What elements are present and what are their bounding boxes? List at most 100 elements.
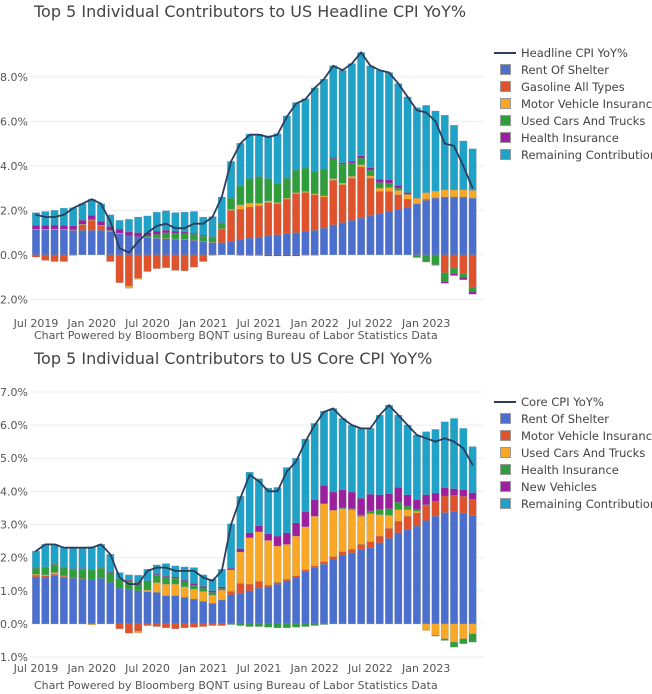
bar-health-insurance xyxy=(236,254,245,256)
color-swatch-icon xyxy=(500,413,511,424)
legend-item-motor-insurance[interactable]: Motor Vehicle Insurance xyxy=(494,427,652,444)
bar-used-cars-and-trucks xyxy=(255,531,263,582)
bar-gasoline-all-types xyxy=(292,193,301,233)
bar-motor-vehicle-insurance xyxy=(459,496,468,514)
bar-gasoline-all-types xyxy=(357,166,366,219)
legend-item-rent[interactable]: Rent Of Shelter xyxy=(494,61,652,78)
cpi-yoy-point xyxy=(53,543,56,546)
bar-remaining-contribution xyxy=(310,87,319,172)
bar-rent-of-shelter xyxy=(41,577,50,625)
headline-legend: Headline CPI YoY% Rent Of Shelter Gasoli… xyxy=(494,44,652,163)
cpi-yoy-point xyxy=(109,220,112,223)
bar-remaining-contribution xyxy=(347,424,356,493)
bar-gasoline-all-types xyxy=(199,254,208,262)
bar-new-vehicles xyxy=(431,492,440,502)
bar-rent-of-shelter xyxy=(468,515,477,625)
bar-rent-of-shelter xyxy=(180,239,189,256)
cpi-yoy-line xyxy=(35,51,474,254)
bar-new-vehicles xyxy=(180,579,189,583)
cpi-yoy-point xyxy=(193,569,195,572)
legend-item-new-vehicles[interactable]: New Vehicles xyxy=(494,478,652,495)
cpi-yoy-point xyxy=(183,569,186,572)
bar-motor-vehicle-insurance xyxy=(199,623,208,627)
cpi-yoy-point xyxy=(369,64,372,67)
color-swatch-icon xyxy=(500,81,511,92)
bar-motor-vehicle-insurance xyxy=(162,623,170,629)
legend-item-gasoline[interactable]: Gasoline All Types xyxy=(494,78,652,95)
x-tick-label: Jan 2022 xyxy=(289,317,338,330)
cpi-yoy-point xyxy=(230,160,232,163)
x-tick-label: Jan 2021 xyxy=(178,662,227,675)
y-tick-label: 0.0% xyxy=(0,618,28,631)
bar-new-vehicles xyxy=(199,586,208,589)
cpi-yoy-point xyxy=(406,424,409,426)
legend-item-used-cars[interactable]: Used Cars And Trucks xyxy=(494,444,652,461)
bar-remaining-contribution xyxy=(385,72,393,180)
bar-health-insurance xyxy=(459,638,468,644)
bar-used-cars-and-trucks xyxy=(347,509,356,550)
cpi-yoy-point xyxy=(44,216,47,218)
cpi-yoy-point xyxy=(443,437,446,440)
bar-rent-of-shelter xyxy=(190,598,198,625)
y-tick-label: 2.0% xyxy=(0,204,28,217)
cpi-yoy-point xyxy=(295,102,298,105)
bar-remaining-contribution xyxy=(32,550,40,568)
cpi-yoy-point xyxy=(127,251,130,254)
cpi-yoy-point xyxy=(211,579,214,582)
bar-motor-vehicle-insurance xyxy=(208,623,217,626)
legend-item-remaining[interactable]: Remaining Contribution xyxy=(494,495,652,512)
bar-motor-vehicle-insurance xyxy=(440,189,449,198)
cpi-yoy-point xyxy=(44,543,47,546)
bar-remaining-contribution xyxy=(87,199,96,216)
bar-new-vehicles xyxy=(292,522,301,537)
cpi-yoy-point xyxy=(388,404,390,407)
y-tick-label: -2.0% xyxy=(0,293,28,306)
bar-gasoline-all-types xyxy=(134,254,143,279)
bar-rent-of-shelter xyxy=(394,532,403,625)
bar-health-insurance xyxy=(143,581,152,591)
legend-item-core-line[interactable]: Core CPI YoY% xyxy=(494,393,652,410)
y-tick-label: 7.0% xyxy=(0,386,28,399)
bar-new-vehicles xyxy=(422,494,431,505)
bar-rent-of-shelter xyxy=(143,237,152,256)
legend-item-motor-insurance[interactable]: Motor Vehicle Insurance xyxy=(494,95,652,112)
legend-item-headline-line[interactable]: Headline CPI YoY% xyxy=(494,44,652,61)
bar-used-cars-and-trucks xyxy=(422,623,431,631)
bar-motor-vehicle-insurance xyxy=(431,501,440,517)
bar-rent-of-shelter xyxy=(394,209,403,256)
legend-item-health-insurance[interactable]: Health Insurance xyxy=(494,461,652,478)
bar-motor-vehicle-insurance xyxy=(134,623,143,632)
bar-used-cars-and-trucks xyxy=(87,623,96,626)
cpi-yoy-point xyxy=(100,202,102,205)
bar-new-vehicles xyxy=(440,487,449,497)
bar-used-cars-and-trucks xyxy=(255,176,263,204)
legend-item-health-insurance[interactable]: Health Insurance xyxy=(494,129,652,146)
cpi-yoy-point xyxy=(248,133,251,136)
bar-remaining-contribution xyxy=(78,547,87,569)
bar-remaining-contribution xyxy=(227,523,236,569)
bar-new-vehicles xyxy=(412,499,421,510)
bar-used-cars-and-trucks xyxy=(199,235,208,242)
legend-item-rent[interactable]: Rent Of Shelter xyxy=(494,410,652,427)
bar-remaining-contribution xyxy=(301,438,310,513)
legend-item-remaining[interactable]: Remaining Contribution xyxy=(494,146,652,163)
bar-rent-of-shelter xyxy=(273,234,282,256)
bar-gasoline-all-types xyxy=(403,199,412,208)
bar-remaining-contribution xyxy=(245,471,254,533)
cpi-yoy-point xyxy=(462,447,465,450)
bar-rent-of-shelter xyxy=(329,224,338,256)
cpi-yoy-point xyxy=(127,583,130,586)
bar-rent-of-shelter xyxy=(59,577,68,625)
cpi-yoy-point xyxy=(35,550,37,552)
x-tick-label: Jul 2020 xyxy=(124,662,170,675)
legend-item-used-cars[interactable]: Used Cars And Trucks xyxy=(494,112,652,129)
bar-used-cars-and-trucks xyxy=(190,588,198,600)
bar-used-cars-and-trucks xyxy=(338,163,347,184)
bar-rent-of-shelter xyxy=(292,232,301,256)
bar-used-cars-and-trucks xyxy=(301,526,310,571)
bar-motor-vehicle-insurance xyxy=(329,556,338,560)
cpi-yoy-point xyxy=(267,490,270,493)
cpi-yoy-point xyxy=(146,231,149,234)
bar-rent-of-shelter xyxy=(106,582,115,625)
bar-remaining-contribution xyxy=(41,211,50,226)
